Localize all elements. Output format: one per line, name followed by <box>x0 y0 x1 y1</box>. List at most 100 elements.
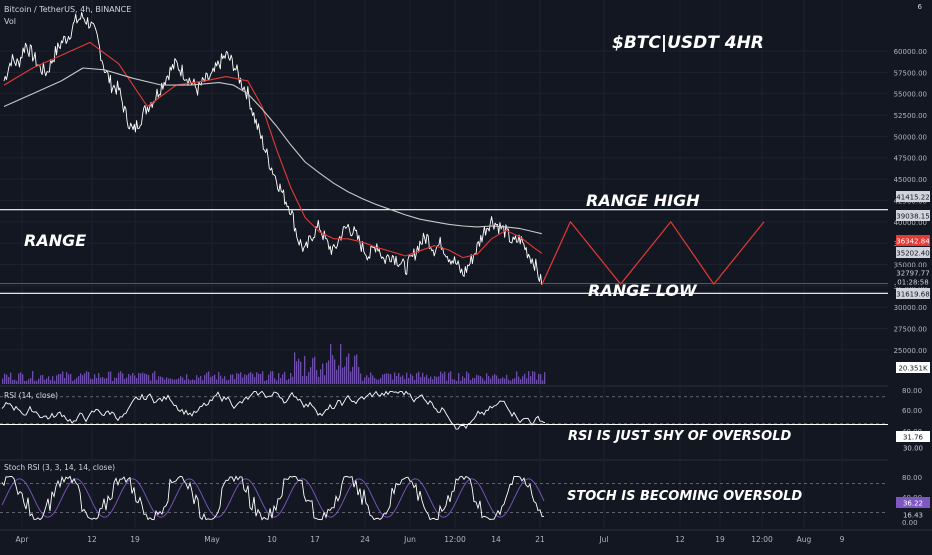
volume-bar <box>234 379 236 384</box>
volume-bar <box>132 372 134 384</box>
price-badge <box>896 288 930 299</box>
volume-bar <box>454 379 456 384</box>
volume-bar <box>212 375 214 384</box>
volume-bar <box>296 361 298 384</box>
volume-bar <box>428 378 430 384</box>
rsi-badge <box>896 431 930 442</box>
volume-bar <box>6 374 8 384</box>
volume-bar <box>226 380 228 384</box>
volume-bar <box>290 373 292 384</box>
volume-bar <box>474 378 476 384</box>
volume-bar <box>460 380 462 384</box>
volume-bar <box>58 373 60 384</box>
volume-bar <box>82 375 84 384</box>
volume-bar <box>526 378 528 384</box>
volume-bar <box>252 373 254 384</box>
price-badge-label: 36342.84 <box>896 238 930 246</box>
time-tick-label: May <box>204 535 220 544</box>
volume-bar <box>224 376 226 384</box>
volume-bar <box>102 377 104 384</box>
volume-bar <box>114 377 116 384</box>
volume-bar <box>386 373 388 384</box>
volume-bar <box>190 380 192 384</box>
volume-bar <box>200 375 202 384</box>
volume-bar <box>318 376 320 384</box>
price-badge-label: 39038.15 <box>896 213 929 221</box>
volume-bar <box>150 380 152 384</box>
time-tick-label: 9 <box>840 535 845 544</box>
rsi-badge <box>896 442 930 453</box>
volume-bar <box>222 378 224 384</box>
volume-bar <box>176 379 178 384</box>
volume-bar <box>170 378 172 384</box>
volume-bar <box>4 373 6 384</box>
volume-bar <box>254 377 256 384</box>
price-badge-label: 41415.22 <box>896 194 929 202</box>
rsi-line <box>1 390 546 430</box>
volume-bar <box>54 380 56 384</box>
volume-bar <box>122 373 124 384</box>
volume-bar <box>298 358 300 384</box>
volume-bar <box>536 379 538 384</box>
volume-bar <box>162 377 164 384</box>
stoch-k-line <box>1 475 545 521</box>
volume-bar <box>514 378 516 384</box>
volume-bar <box>204 374 206 384</box>
price-tick-label: 27500.00 <box>894 325 927 333</box>
volume-bar <box>168 378 170 384</box>
volume-bar <box>92 379 94 384</box>
volume-bar <box>156 379 158 384</box>
volume-bar <box>174 379 176 384</box>
volume-bar <box>334 359 336 384</box>
volume-bar <box>370 372 372 384</box>
volume-bar <box>138 372 140 384</box>
stoch-badge <box>896 509 930 520</box>
volume-bar <box>516 371 518 384</box>
volume-bar <box>72 380 74 384</box>
stoch-tick-label: 80.00 <box>902 474 922 482</box>
volume-bar <box>128 373 130 384</box>
volume-bar <box>484 380 486 384</box>
volume-bar <box>110 371 112 384</box>
volume-bar <box>506 374 508 384</box>
volume-bar <box>208 371 210 384</box>
volume-bar <box>60 374 62 384</box>
volume-bar <box>512 378 514 384</box>
volume-bar <box>410 373 412 384</box>
rsi-badge-label: 30.00 <box>903 445 923 453</box>
volume-bar <box>468 373 470 384</box>
volume-bar <box>266 380 268 384</box>
symbol-label: Bitcoin / TetherUS, 4h, BINANCE <box>4 5 131 14</box>
volume-bar <box>248 373 250 384</box>
volume-bar <box>532 371 534 384</box>
volume-bar <box>456 380 458 384</box>
volume-bar <box>540 374 542 384</box>
time-tick-label: 17 <box>310 535 320 544</box>
volume-bar <box>446 380 448 384</box>
volume-bar <box>376 379 378 384</box>
volume-bar <box>496 375 498 384</box>
volume-bar <box>508 379 510 384</box>
volume-bar <box>216 379 218 384</box>
volume-bar <box>78 375 80 384</box>
price-badge <box>896 210 930 221</box>
time-tick-label: 12 <box>87 535 97 544</box>
volume-bar <box>442 373 444 384</box>
plot-area <box>0 0 888 530</box>
volume-bar <box>320 369 322 384</box>
volume-bar <box>348 353 350 384</box>
volume-bar <box>402 375 404 384</box>
volume-bar <box>472 377 474 384</box>
time-tick-label: 12:00 <box>444 535 466 544</box>
volume-bar <box>180 376 182 384</box>
volume-bar <box>350 371 352 384</box>
volume-bar <box>158 376 160 384</box>
time-tick-label: 12:00 <box>751 535 773 544</box>
volume-bar <box>188 379 190 384</box>
volume-bar <box>476 374 478 384</box>
volume-bar <box>292 376 294 384</box>
rsi-pane <box>0 390 888 430</box>
volume-bar <box>322 363 324 384</box>
volume-bar <box>412 375 414 384</box>
